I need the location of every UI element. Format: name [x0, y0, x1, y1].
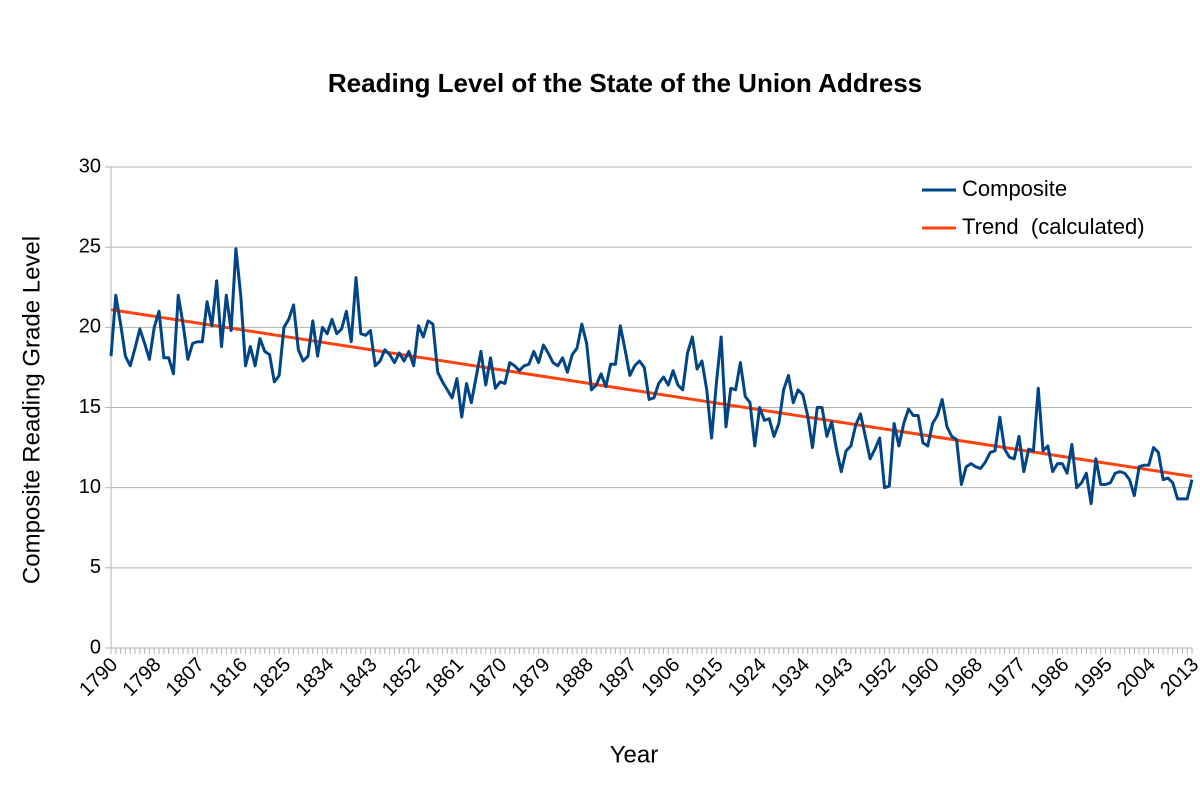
- x-tick-label: 1943: [810, 654, 857, 701]
- x-tick-label: 1977: [983, 654, 1030, 701]
- legend-label: Trend (calculated): [962, 214, 1145, 239]
- x-tick-label: 1995: [1070, 654, 1117, 701]
- x-tick-label: 1816: [205, 654, 252, 701]
- x-tick-label: 1870: [464, 654, 511, 701]
- data-line: [109, 247, 1194, 506]
- x-tick-label: 1960: [897, 654, 944, 701]
- x-tick-label: 1968: [940, 654, 987, 701]
- x-tick-label: 1798: [118, 654, 165, 701]
- x-tick-label: 1906: [637, 654, 684, 701]
- y-tick-label: 10: [79, 476, 101, 498]
- chart-title: Reading Level of the State of the Union …: [328, 68, 922, 98]
- x-tick-label: 1952: [854, 654, 901, 701]
- x-tick-label: 1888: [551, 654, 598, 701]
- x-tick-label: 1897: [594, 654, 641, 701]
- x-tick-label: 1843: [335, 654, 382, 701]
- x-tick-label: 1834: [291, 654, 338, 701]
- y-tick-label: 30: [79, 155, 101, 177]
- x-tick-label: 1934: [767, 654, 814, 701]
- y-tick-label: 0: [90, 636, 101, 658]
- x-tick-label: 2004: [1113, 654, 1160, 701]
- x-tick-label: 1825: [248, 654, 295, 701]
- x-tick-label: 1986: [1027, 654, 1074, 701]
- x-tick-label: 1790: [75, 654, 122, 701]
- y-tick-label: 15: [79, 396, 101, 418]
- y-tick-label: 25: [79, 235, 101, 257]
- x-tick-label: 1807: [162, 654, 209, 701]
- y-axis-label: Composite Reading Grade Level: [18, 236, 45, 584]
- legend-label: Composite: [962, 176, 1067, 201]
- x-tick-label: 1879: [508, 654, 555, 701]
- y-tick-label: 20: [79, 316, 101, 338]
- x-tick-label: 1915: [681, 654, 728, 701]
- y-tick-label: 5: [90, 556, 101, 578]
- x-tick-label: 2013: [1156, 654, 1200, 701]
- x-axis-label: Year: [610, 741, 659, 768]
- x-tick-label: 1852: [378, 654, 425, 701]
- x-tick-label: 1861: [421, 654, 468, 701]
- trend-line: [110, 308, 1193, 478]
- x-tick-label: 1924: [724, 654, 771, 701]
